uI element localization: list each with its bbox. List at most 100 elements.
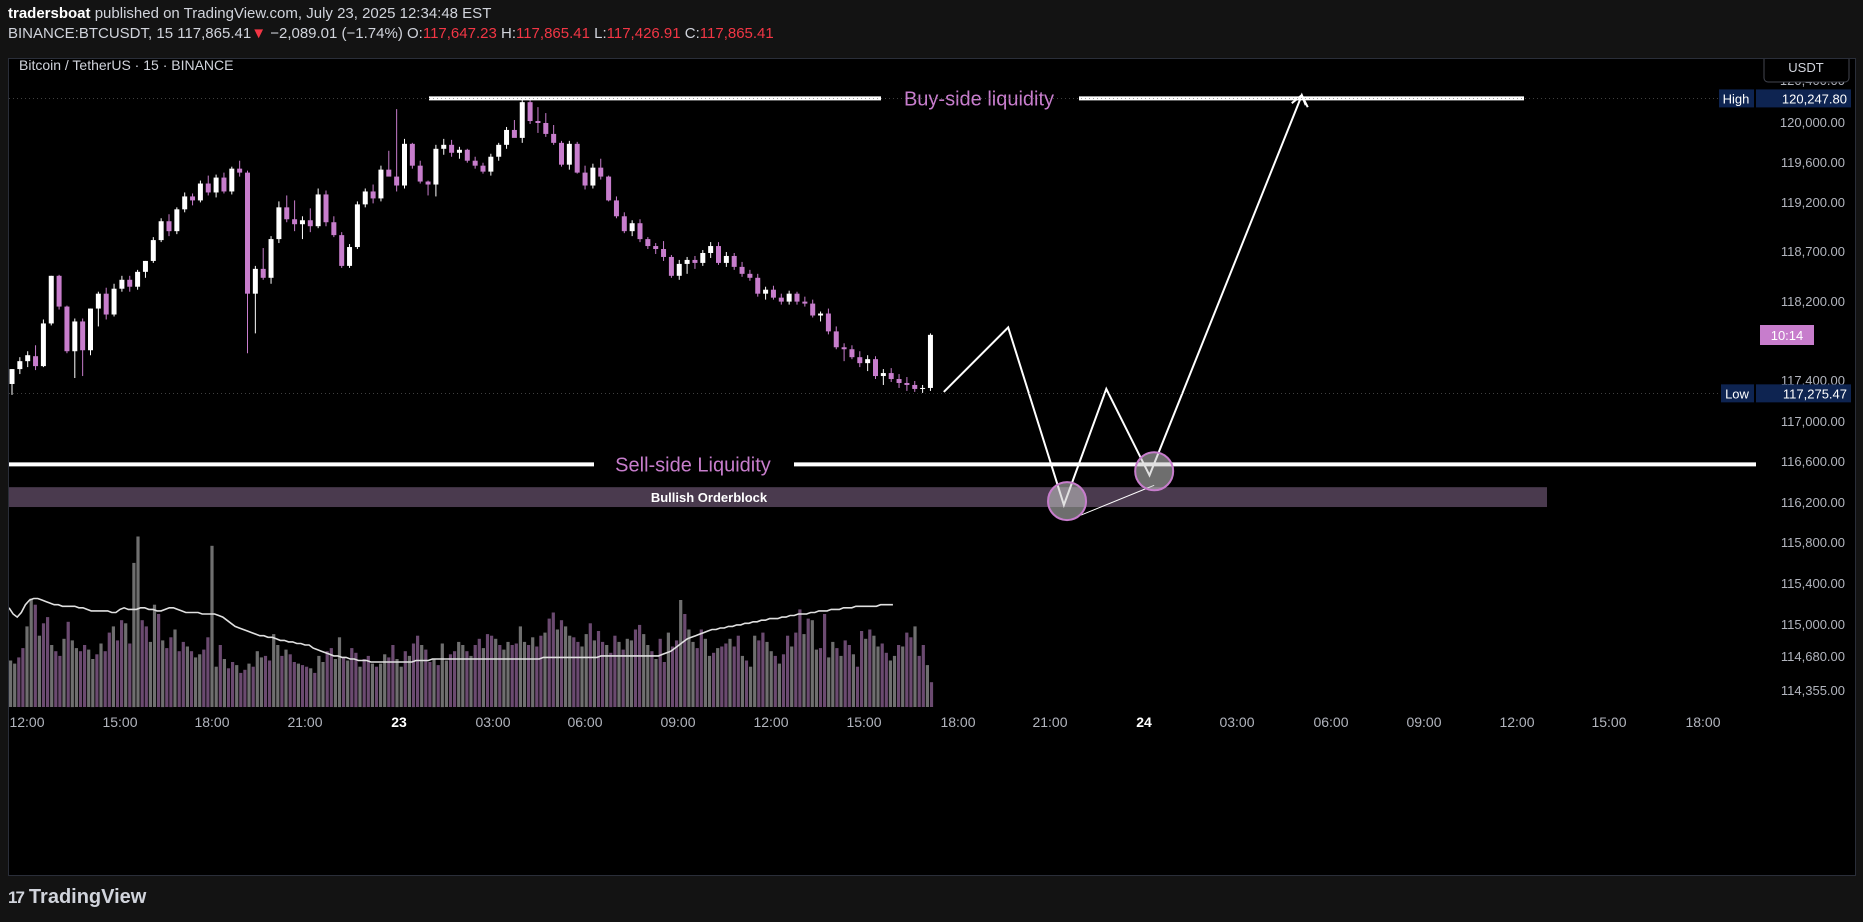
- time-tick-label: 18:00: [194, 714, 229, 730]
- volume-bar: [391, 645, 395, 707]
- volume-bar: [518, 626, 522, 707]
- liquidity-sweep-circle: [1047, 481, 1088, 522]
- footer-brand[interactable]: 17 TradingView: [8, 886, 146, 909]
- candle: [488, 156, 494, 172]
- volume-bar: [374, 666, 379, 707]
- volume-bar: [835, 648, 839, 707]
- brand-name: TradingView: [28, 886, 147, 908]
- volume-bar: [132, 562, 136, 708]
- volume-bar: [609, 652, 613, 708]
- volume-bar: [346, 660, 350, 707]
- volume-bar: [91, 659, 95, 708]
- volume-bar: [905, 632, 909, 707]
- price-axis[interactable]: 120,400.00120,000.00119,600.00119,200.00…: [9, 73, 1851, 698]
- volume-bar: [531, 637, 535, 708]
- candle: [166, 221, 172, 232]
- volume-bar: [629, 640, 633, 708]
- volume-bar: [181, 641, 185, 707]
- volume-bar: [596, 631, 601, 707]
- volume-bar: [724, 643, 728, 708]
- volume-bar: [913, 626, 917, 707]
- volume-bar: [74, 648, 78, 707]
- candle: [888, 373, 894, 380]
- volume-bar: [621, 649, 625, 707]
- price-chart[interactable]: Bullish Orderblock Buy-side liquidity Sell…: [9, 59, 1855, 875]
- time-tick-label: 15:00: [846, 714, 881, 730]
- volume-bar: [222, 659, 226, 708]
- candle: [472, 160, 478, 166]
- candle: [802, 301, 808, 304]
- volume-bar: [683, 614, 687, 707]
- volume-bar: [666, 632, 670, 707]
- volume-bar: [638, 624, 642, 708]
- volume-bar: [33, 604, 37, 707]
- volume-bar: [839, 655, 843, 707]
- low-label: L:: [594, 25, 607, 42]
- volume-bar: [128, 643, 132, 708]
- volume-bar: [78, 651, 83, 707]
- candle: [402, 143, 407, 186]
- candle: [354, 204, 360, 248]
- candle: [590, 167, 596, 186]
- volume-bar: [823, 614, 827, 707]
- candle: [731, 255, 737, 267]
- author-name[interactable]: tradersboat: [8, 5, 91, 22]
- volume-bar: [284, 649, 288, 707]
- high-value: 117,865.41: [515, 25, 590, 42]
- candle: [425, 181, 431, 185]
- volume-bar: [605, 645, 609, 707]
- candle: [127, 279, 133, 287]
- candle: [378, 169, 384, 199]
- volume-bar: [337, 637, 342, 708]
- price-tick-label: 115,400.00: [1781, 576, 1845, 591]
- time-tick-label: 09:00: [660, 714, 695, 730]
- chart-pane[interactable]: Bullish Orderblock Buy-side liquidity Sell…: [8, 58, 1856, 876]
- volume-bar: [103, 651, 107, 707]
- volume-bar: [613, 635, 617, 707]
- volume-bar: [173, 629, 177, 707]
- candle: [559, 142, 564, 165]
- volume-bar: [806, 618, 810, 707]
- volume-bar: [366, 655, 370, 707]
- volume-bar: [120, 620, 124, 707]
- volume-bar: [313, 672, 317, 707]
- chart-title: Bitcoin / TetherUS · 15 · BINANCE: [19, 59, 233, 73]
- volume-bar: [601, 641, 605, 707]
- candle: [182, 196, 188, 210]
- volume-bar: [568, 635, 572, 707]
- low-tag: Low: [1725, 386, 1749, 401]
- volume-bar: [383, 654, 387, 707]
- price-tick-label: 116,600.00: [1781, 454, 1845, 469]
- candle: [245, 172, 250, 294]
- volume-bar: [880, 643, 884, 708]
- low-value: 117,275.47: [1783, 386, 1847, 401]
- currency-button[interactable]: USDT: [1763, 59, 1850, 83]
- low-value-bg: [1756, 384, 1851, 403]
- candle: [543, 123, 549, 134]
- time-axis[interactable]: 12:00 15:00 18:00 21:00 23 03:00 06:00 09:00 12:…: [9, 714, 1720, 730]
- countdown-bg: [1760, 325, 1814, 345]
- candle: [927, 334, 933, 388]
- candle: [268, 239, 274, 278]
- volume-bar: [691, 641, 695, 707]
- candle: [841, 347, 847, 350]
- candle: [794, 293, 800, 302]
- volume-bar: [432, 659, 436, 708]
- candle: [880, 373, 886, 377]
- volume-bar: [897, 645, 901, 707]
- volume-bar: [888, 660, 892, 707]
- volume-bar: [58, 655, 62, 707]
- volume-bar: [428, 662, 432, 707]
- volume-bar: [872, 635, 876, 707]
- volume-bar: [814, 649, 818, 707]
- volume-bar: [202, 649, 206, 707]
- volume-bar: [50, 645, 54, 707]
- high-label: H:: [500, 25, 516, 42]
- volume-bar: [510, 645, 514, 707]
- annotations-layer: Bullish Orderblock Buy-side liquidity Sell…: [9, 88, 1756, 522]
- candle: [551, 133, 557, 143]
- volume-bar: [206, 637, 210, 708]
- volume-bar: [362, 659, 366, 708]
- candle: [433, 148, 439, 185]
- candle: [64, 306, 70, 352]
